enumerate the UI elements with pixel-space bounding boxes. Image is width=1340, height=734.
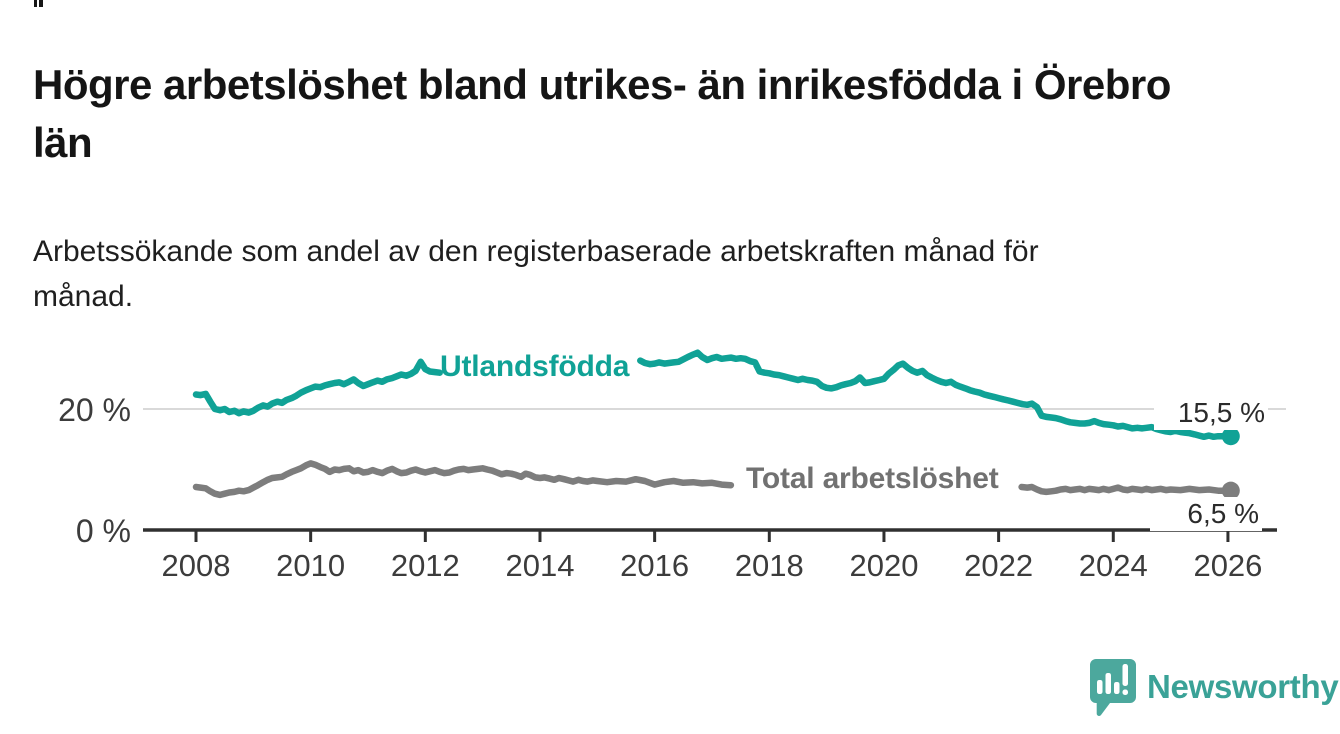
series-end-dot-total-arbetsl-shet xyxy=(1221,481,1240,500)
x-axis-tick-label-2024: 2024 xyxy=(1078,548,1148,583)
x-axis-tick-label-2022: 2022 xyxy=(964,548,1034,583)
series-label-utlandsfodda: Utlandsfödda xyxy=(440,350,630,383)
series-end-dot-utlandsf-dda xyxy=(1221,427,1240,446)
page-subtitle: Arbetssökande som andel av den registerb… xyxy=(33,235,1039,313)
x-axis-tick-label-2012: 2012 xyxy=(390,548,460,583)
page-title: Högre arbetslöshet bland utrikes- än inr… xyxy=(33,61,1171,167)
crop-artifact-mark xyxy=(34,0,43,7)
end-value-label-utlandsfodda: 15,5 % xyxy=(1154,396,1268,430)
x-axis-tick-label-2008: 2008 xyxy=(161,548,231,583)
x-axis-tick-label-2010: 2010 xyxy=(276,548,346,583)
newsworthy-logo-icon xyxy=(1090,659,1136,716)
x-axis-tick-label-2026: 2026 xyxy=(1193,548,1263,583)
series-label-total-arbetsloshet: Total arbetslöshet xyxy=(746,462,999,495)
series-line-total-arbetsl-shet-seg1 xyxy=(192,460,735,499)
x-axis-tick-label-2016: 2016 xyxy=(620,548,690,583)
x-axis-tick-label-2018: 2018 xyxy=(734,548,804,583)
y-axis-tick-label-0: 0 % xyxy=(75,513,131,549)
series-line-utlandsf-dda-seg2 xyxy=(637,349,1235,441)
newsworthy-logo-text: Newsworthy xyxy=(1147,668,1339,705)
x-axis-tick-label-2020: 2020 xyxy=(849,548,919,583)
newsworthy-logo: Newsworthy xyxy=(1087,656,1339,718)
y-axis-tick-label-20: 20 % xyxy=(58,392,131,428)
series-line-total-arbetsl-shet-seg2 xyxy=(1018,483,1235,496)
series-line-utlandsf-dda-seg1 xyxy=(192,358,443,417)
x-axis-tick-label-2014: 2014 xyxy=(505,548,575,583)
end-value-label-total: 6,5 % xyxy=(1150,497,1262,531)
